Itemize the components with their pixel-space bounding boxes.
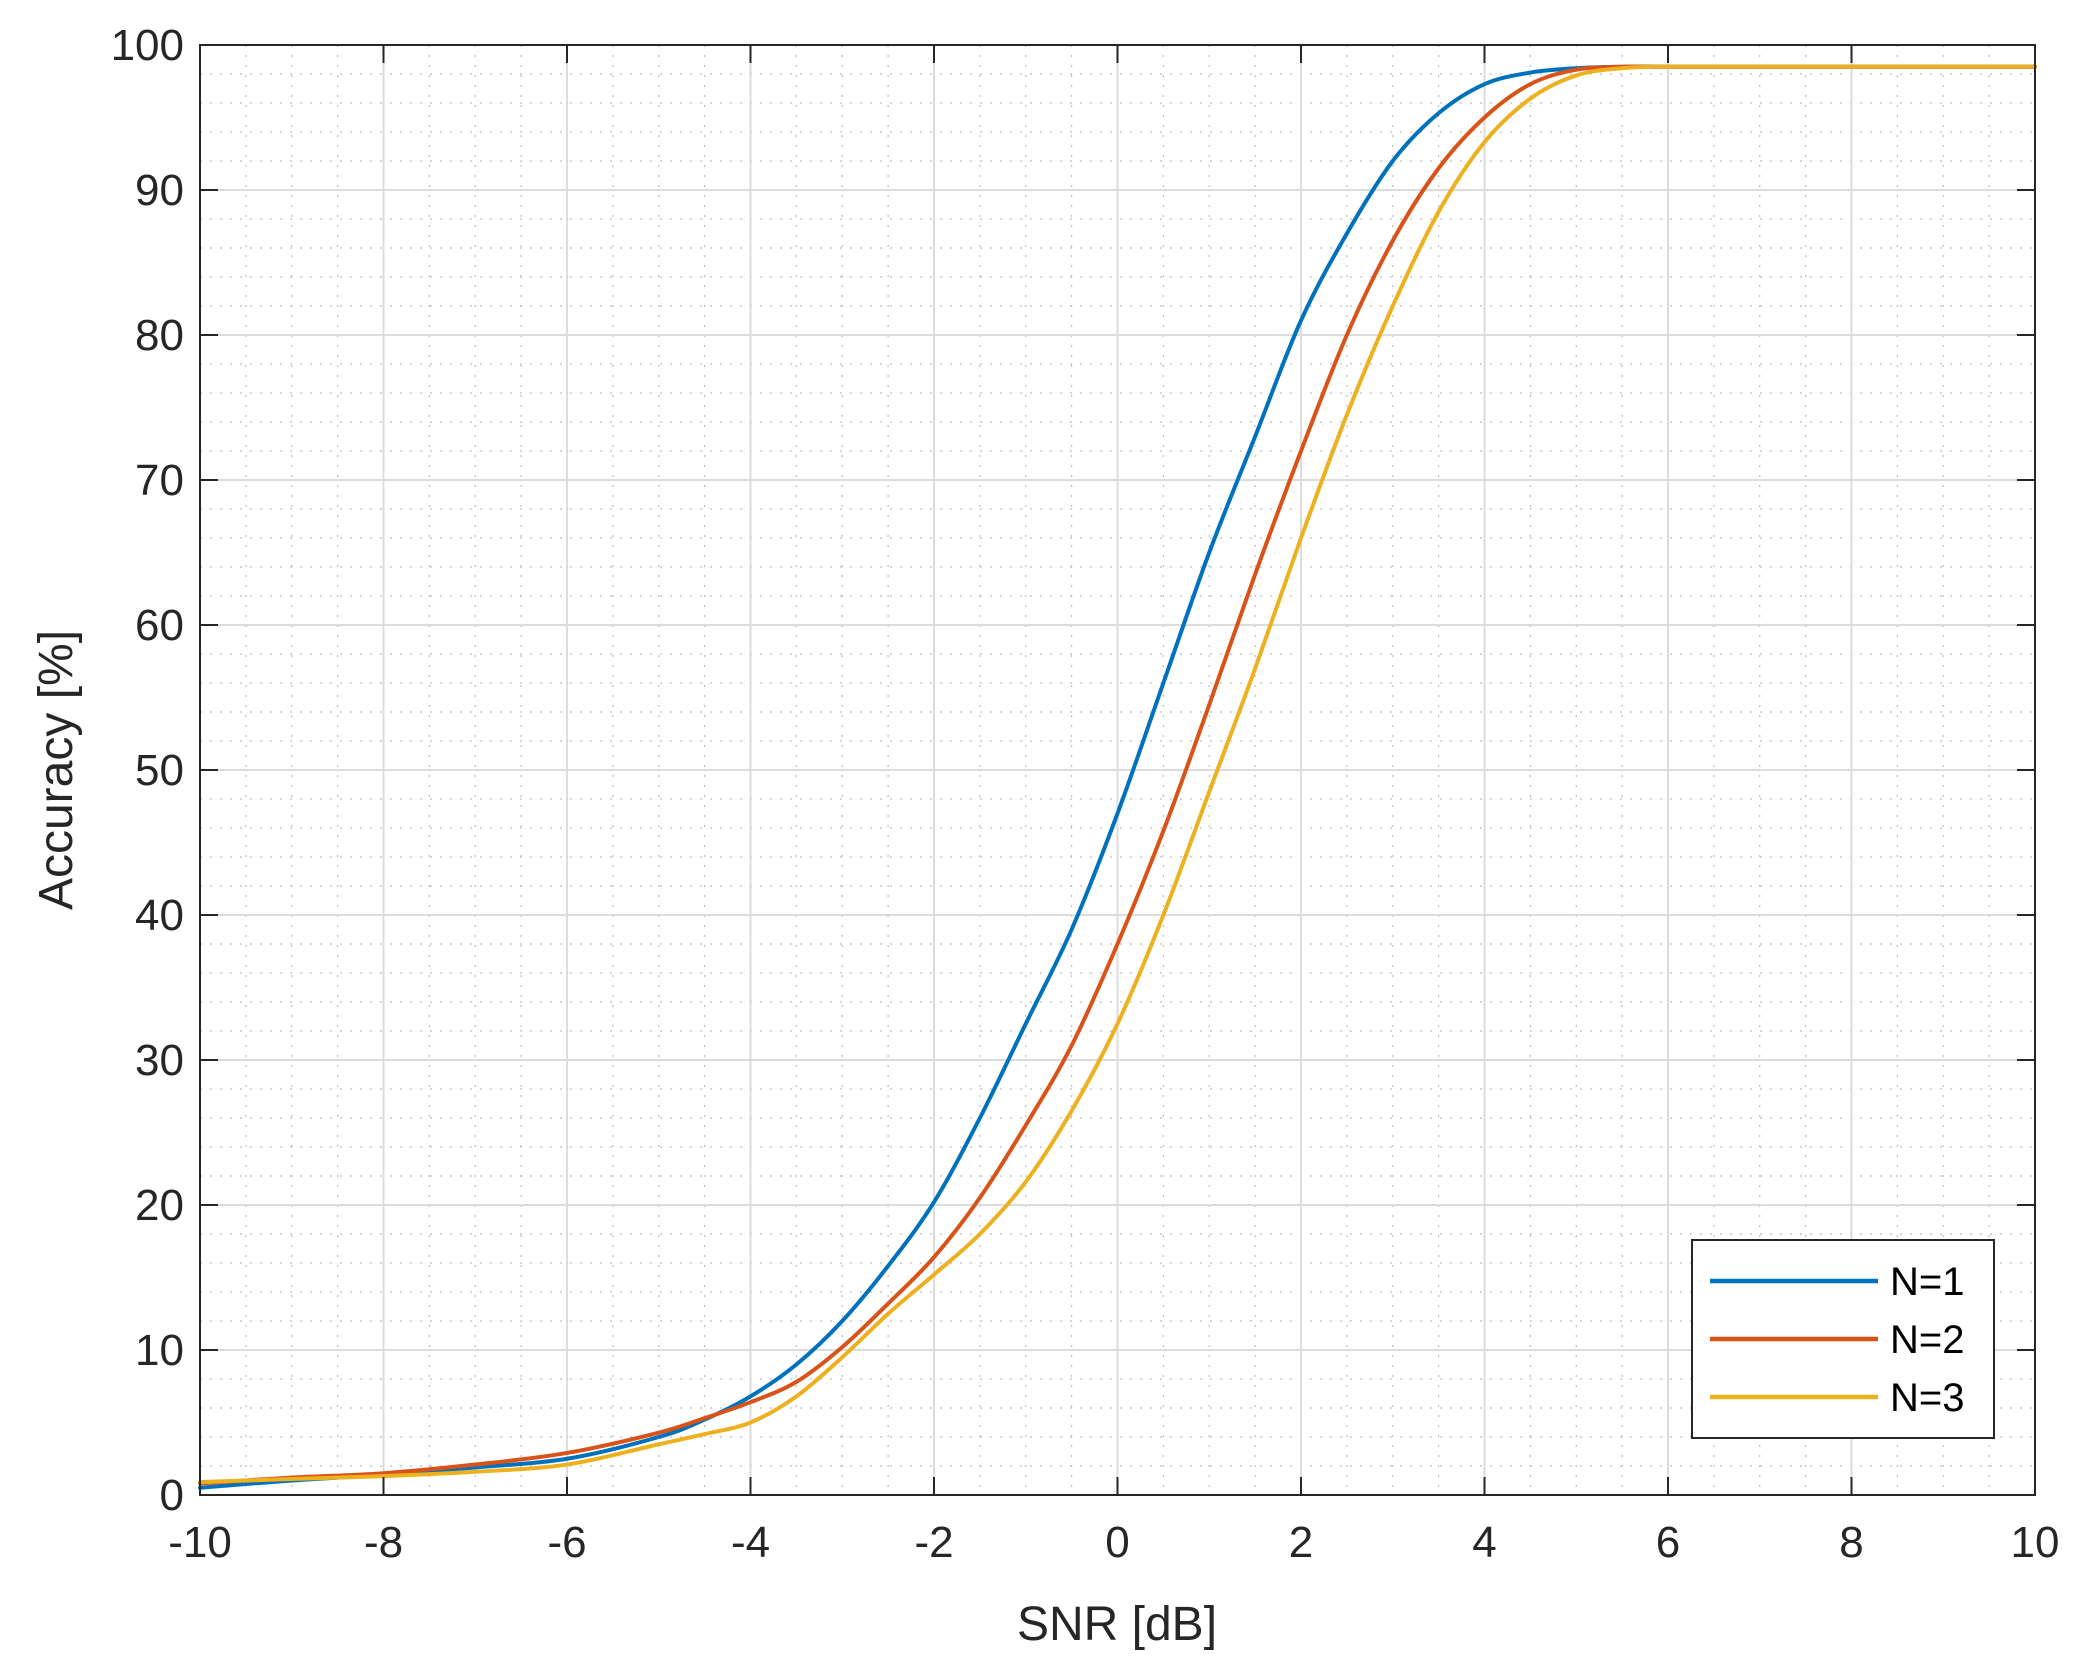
x-tick-label: -4	[731, 1518, 770, 1567]
x-tick-label: 2	[1289, 1518, 1313, 1567]
minor-grid	[200, 45, 2035, 1495]
y-tick-label: 70	[135, 456, 184, 505]
legend-label-3: N=3	[1890, 1376, 1965, 1420]
axis-ticks	[199, 44, 2036, 1496]
x-tick-label: -8	[364, 1518, 403, 1567]
x-tick-label: -10	[168, 1518, 232, 1567]
y-tick-label: 80	[135, 311, 184, 360]
y-tick-label: 90	[135, 166, 184, 215]
y-tick-label: 50	[135, 746, 184, 795]
legend-label-2: N=2	[1890, 1318, 1965, 1362]
legend-label-1: N=1	[1890, 1260, 1965, 1304]
series-line-3	[198, 64, 2037, 1484]
y-tick-label: 0	[160, 1471, 184, 1520]
y-tick-label: 60	[135, 601, 184, 650]
x-tick-label: 4	[1472, 1518, 1496, 1567]
x-tick-label: 0	[1105, 1518, 1129, 1567]
x-axis-label: SNR [dB]	[1017, 1598, 1217, 1651]
y-tick-label: 10	[135, 1326, 184, 1375]
y-tick-label: 100	[111, 21, 184, 70]
y-axis-label: Accuracy [%]	[30, 630, 83, 910]
y-tick-label: 30	[135, 1036, 184, 1085]
series-layer	[198, 64, 2037, 1490]
x-tick-label: 6	[1656, 1518, 1680, 1567]
x-tick-label: -6	[547, 1518, 586, 1567]
x-tick-label: -2	[914, 1518, 953, 1567]
series-line-2	[198, 64, 2037, 1486]
y-tick-label: 40	[135, 891, 184, 940]
x-tick-label: 10	[2011, 1518, 2060, 1567]
x-tick-label: 8	[1839, 1518, 1863, 1567]
y-tick-label: 20	[135, 1181, 184, 1230]
legend: N=1 N=2 N=3	[1691, 1239, 1995, 1439]
